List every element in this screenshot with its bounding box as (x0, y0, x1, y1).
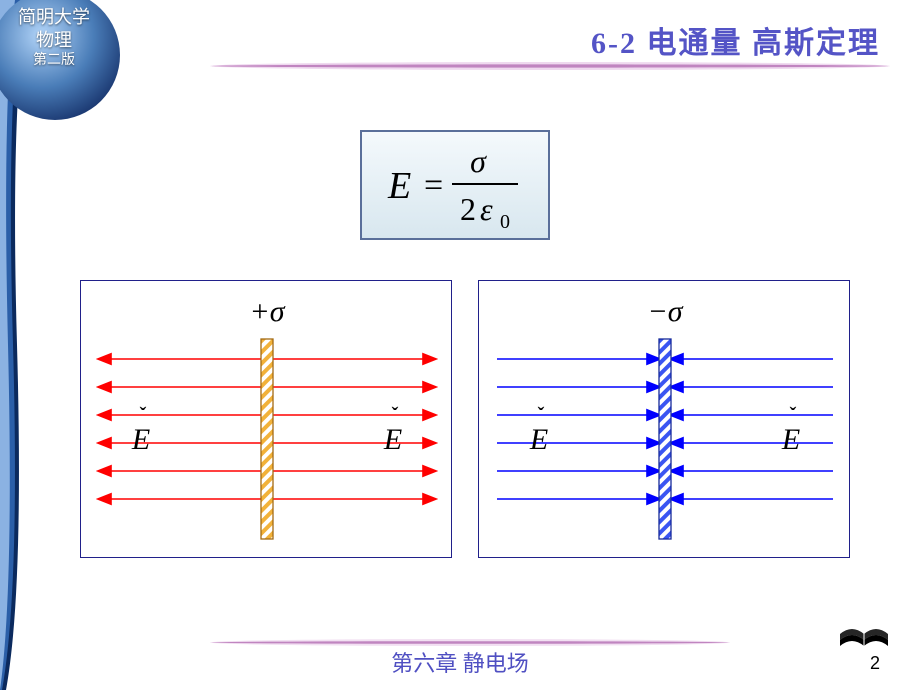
textbook-label: 简明大学 物理 第二版 (18, 6, 90, 69)
formula-box: E = σ 2 ε 0 (360, 130, 550, 240)
book-icon (838, 610, 890, 650)
corner-line1: 简明大学 (18, 6, 90, 29)
corner-line3: 第二版 (18, 51, 90, 69)
page-number: 2 (870, 653, 880, 674)
svg-text:E: E (383, 423, 402, 456)
footer-chapter: 第六章 静电场 (0, 646, 920, 678)
svg-text:+σ: +σ (249, 295, 285, 328)
formula-den-sub: 0 (500, 211, 510, 230)
formula-svg: E = σ 2 ε 0 (370, 140, 540, 230)
header-underline (210, 62, 890, 70)
page-title: 6-2 电通量 高斯定理 (591, 18, 880, 62)
svg-text:E: E (529, 423, 548, 456)
corner-line2: 物理 (18, 29, 90, 52)
svg-text:E: E (781, 423, 800, 456)
diagram-negative-svg: −σˇEˇE (479, 281, 851, 559)
footer-underline (210, 639, 730, 646)
diagram-negative-sheet: −σˇEˇE (478, 280, 850, 558)
diagrams-row: +σˇEˇE −σˇEˇE (80, 280, 850, 558)
formula-num: σ (470, 143, 487, 179)
svg-text:−σ: −σ (647, 295, 683, 328)
formula-E: E (387, 165, 411, 207)
formula-den-base: ε (480, 191, 493, 227)
diagram-positive-svg: +σˇEˇE (81, 281, 453, 559)
formula-den-coef: 2 (460, 191, 476, 227)
formula-eq: = (424, 167, 443, 204)
svg-text:E: E (131, 423, 150, 456)
diagram-positive-sheet: +σˇEˇE (80, 280, 452, 558)
